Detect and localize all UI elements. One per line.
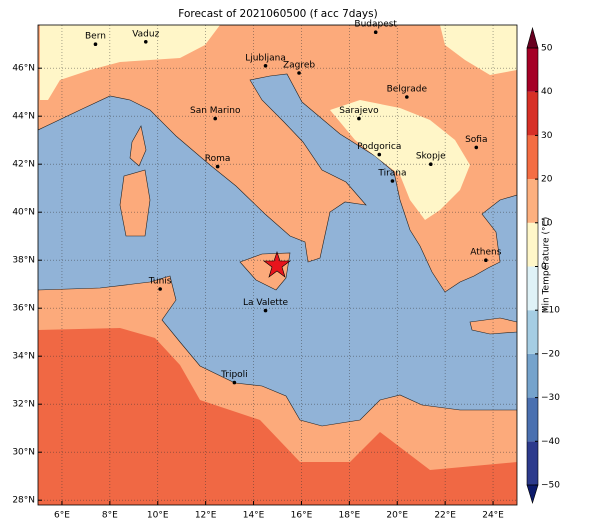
north-cool xyxy=(440,25,517,75)
city-label: Athens xyxy=(470,248,501,258)
colorbar-band xyxy=(527,222,538,267)
forecast-point xyxy=(263,251,291,278)
city-marker xyxy=(377,152,382,157)
city-marker xyxy=(390,179,395,183)
colorbar-tick-label: −30 xyxy=(541,393,560,403)
city-label: Podgorica xyxy=(357,142,401,152)
x-tick-label: 6°E xyxy=(54,511,70,521)
city-marker xyxy=(263,64,268,68)
y-tick-label: 36°N xyxy=(12,304,35,314)
colorbar-band xyxy=(527,397,538,442)
y-tick-label: 44°N xyxy=(12,112,35,122)
corsica xyxy=(129,125,147,167)
colorbar-tick-label: −10 xyxy=(541,306,560,316)
x-tick-label: 20°E xyxy=(386,511,408,521)
city-marker xyxy=(215,164,220,169)
y-tick-label: 46°N xyxy=(12,64,35,74)
city-label: Ljubljana xyxy=(245,53,286,63)
colorbar-extend-bottom xyxy=(526,484,539,505)
colorbar-label: Min Temperature (°C) xyxy=(542,217,552,314)
city-label: Tunis xyxy=(148,277,172,287)
city-marker xyxy=(373,30,378,34)
map xyxy=(38,25,517,505)
alps-cool xyxy=(40,25,220,100)
y-tick-label: 32°N xyxy=(12,400,35,410)
city-label: Tripoli xyxy=(220,370,248,380)
x-tick-label: 12°E xyxy=(195,511,217,521)
city-marker xyxy=(158,287,162,291)
y-tick-label: 38°N xyxy=(12,256,35,266)
city-label: La Valette xyxy=(243,298,288,308)
city-label: Zagreb xyxy=(283,61,315,71)
city-marker xyxy=(263,308,268,313)
colorbar-tick-label: −20 xyxy=(541,349,560,359)
city-label: Belgrade xyxy=(387,85,428,95)
city-label: Roma xyxy=(205,154,231,164)
city-marker xyxy=(232,380,237,385)
x-tick-label: 22°E xyxy=(434,511,456,521)
crete xyxy=(469,317,517,335)
colorbar-tick-label: 30 xyxy=(541,131,553,141)
x-tick-label: 24°E xyxy=(482,511,504,521)
colorbar-band xyxy=(527,310,538,354)
city-label: Sofia xyxy=(465,135,487,145)
y-tick-label: 30°N xyxy=(12,448,35,458)
colorbar-tick-label: 20 xyxy=(541,175,553,185)
y-tick-label: 34°N xyxy=(12,352,35,362)
city-label: Budapest xyxy=(354,20,397,30)
x-tick-label: 10°E xyxy=(147,511,169,521)
colorbar-band xyxy=(527,441,538,485)
city-marker xyxy=(213,116,218,121)
x-tick-label: 16°E xyxy=(291,511,313,521)
colorbar-extend-top xyxy=(526,26,539,49)
colorbar-tick-label: 50 xyxy=(541,44,553,54)
x-tick-label: 8°E xyxy=(102,511,118,521)
x-tick-label: 14°E xyxy=(243,511,265,521)
city-label: Vaduz xyxy=(132,29,159,39)
colorbar-band xyxy=(527,48,538,92)
x-tick-label: 18°E xyxy=(339,511,361,521)
city-marker xyxy=(357,116,361,121)
colorbar-band xyxy=(527,266,538,311)
city-marker xyxy=(484,258,488,263)
title: Forecast of 2021060500 (f acc 7days) xyxy=(178,8,377,20)
colorbar-tick-label: −40 xyxy=(541,437,560,447)
colorbar-band xyxy=(527,91,538,136)
colorbar-tick-label: 40 xyxy=(541,87,553,97)
colorbar-tick-label: 10 xyxy=(541,218,553,228)
city-marker xyxy=(143,40,148,44)
sardinia xyxy=(119,169,151,237)
balkans-cool xyxy=(330,100,470,220)
colorbar-tick-label: 0 xyxy=(541,262,547,272)
colorbar-band xyxy=(527,135,538,180)
city-marker xyxy=(428,162,433,166)
city-label: Sarajevo xyxy=(339,106,379,116)
city-label: San Marino xyxy=(190,106,241,116)
map-frame xyxy=(37,24,518,506)
y-tick-label: 40°N xyxy=(12,208,35,218)
city-marker xyxy=(474,145,479,150)
city-marker xyxy=(297,71,301,75)
y-tick-label: 28°N xyxy=(12,496,35,506)
city-label: Skopje xyxy=(416,152,446,162)
city-marker xyxy=(405,95,409,99)
city-label: Tirana xyxy=(377,169,406,179)
colorbar-tick-label: −50 xyxy=(541,481,560,491)
y-tick-label: 42°N xyxy=(12,160,35,170)
colorbar-band xyxy=(527,353,538,398)
city-label: Bern xyxy=(85,32,106,42)
city-marker xyxy=(93,42,98,46)
colorbar-band xyxy=(527,179,538,223)
